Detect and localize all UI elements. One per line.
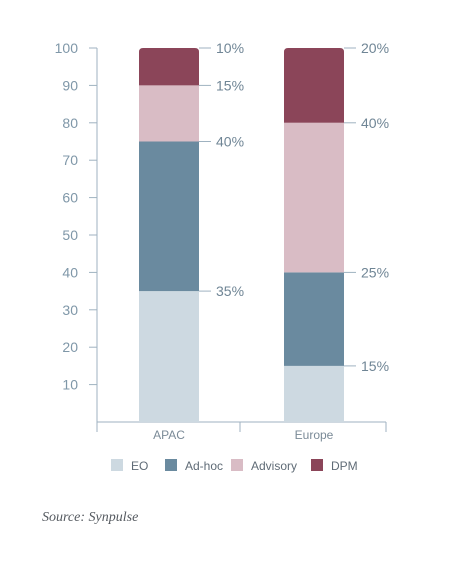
- legend-swatch-ad-hoc: [165, 459, 177, 471]
- bar-europe-ad-hoc: [284, 272, 344, 366]
- legend-swatch-advisory: [231, 459, 243, 471]
- legend-label-eo: EO: [131, 459, 148, 473]
- y-tick-label-40: 40: [62, 264, 78, 280]
- legend-swatch-eo: [111, 459, 123, 471]
- category-label-apac: APAC: [153, 428, 185, 442]
- legend-label-advisory: Advisory: [251, 459, 297, 473]
- bar-apac-dpm: [139, 48, 199, 86]
- y-tick-label-90: 90: [62, 77, 78, 93]
- bar-europe-eo: [284, 365, 344, 422]
- y-tick-label-70: 70: [62, 152, 78, 168]
- y-tick-label-60: 60: [62, 190, 78, 206]
- y-tick-label-20: 20: [62, 339, 78, 355]
- y-tick-label-10: 10: [62, 377, 78, 393]
- seg-label-europe-ad-hoc: 25%: [361, 264, 389, 280]
- bar-apac-eo: [139, 291, 199, 422]
- y-tick-label-30: 30: [62, 302, 78, 318]
- seg-label-apac-ad-hoc: 40%: [216, 134, 244, 150]
- bar-europe-dpm: [284, 48, 344, 123]
- source-note: Source: Synpulse: [42, 510, 139, 525]
- y-tick-label-100: 100: [55, 40, 79, 56]
- seg-label-apac-advisory: 15%: [216, 77, 244, 93]
- seg-label-europe-dpm: 20%: [361, 40, 389, 56]
- category-label-europe: Europe: [295, 428, 334, 442]
- seg-label-apac-eo: 35%: [216, 283, 244, 299]
- y-tick-label-50: 50: [62, 227, 78, 243]
- seg-label-europe-advisory: 40%: [361, 115, 389, 131]
- y-tick-label-80: 80: [62, 115, 78, 131]
- seg-label-apac-dpm: 10%: [216, 40, 244, 56]
- bar-europe-advisory: [284, 122, 344, 273]
- legend-label-dpm: DPM: [331, 459, 358, 473]
- bar-apac-ad-hoc: [139, 141, 199, 292]
- seg-label-europe-eo: 15%: [361, 358, 389, 374]
- legend-swatch-dpm: [311, 459, 323, 471]
- bar-apac-advisory: [139, 85, 199, 142]
- legend-label-ad-hoc: Ad-hoc: [185, 459, 223, 473]
